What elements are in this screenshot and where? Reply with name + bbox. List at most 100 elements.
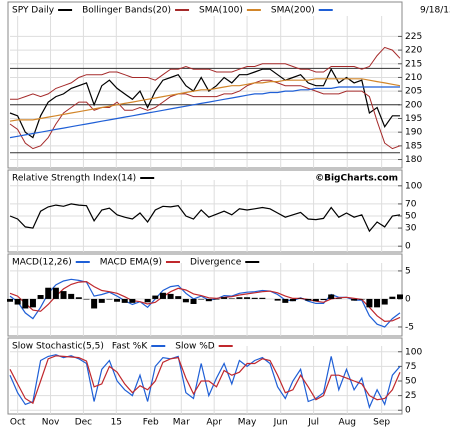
series-line: [9, 280, 401, 323]
divergence-bar: [366, 298, 373, 308]
divergence-bar: [389, 296, 396, 299]
x-tick-label: 15: [111, 418, 122, 428]
y-tick-label: 75: [405, 362, 416, 372]
divergence-bar: [52, 287, 59, 299]
legend-label: Relative Strength Index(14): [12, 174, 136, 184]
panel: [7, 169, 403, 253]
divergence-bar: [236, 297, 243, 299]
y-tick-label: 185: [405, 141, 422, 151]
divergence-bar: [221, 297, 228, 299]
divergence-bar: [320, 298, 327, 301]
legend-label: SPY Daily: [12, 6, 55, 16]
y-tick-label: 220: [405, 46, 422, 56]
series-line: [9, 86, 400, 139]
divergence-bar: [45, 287, 52, 299]
divergence-bar: [251, 297, 258, 299]
divergence-bar: [98, 298, 105, 303]
band-upper: [10, 46, 401, 100]
y-tick-label: 200: [405, 100, 422, 110]
divergence-bar: [198, 298, 205, 300]
y-tick-label: 100: [405, 347, 422, 357]
y-tick-label: 100: [405, 181, 422, 191]
x-tick-label: Oct: [10, 418, 26, 428]
legend-label: MACD EMA(9): [100, 258, 162, 268]
legend-label: Fast %K: [112, 342, 148, 352]
divergence-bar: [106, 298, 113, 300]
series-line: [9, 355, 401, 405]
y-tick-label: 50: [405, 212, 417, 222]
divergence-bar: [305, 298, 312, 301]
legend-label: MACD(12,26): [12, 258, 72, 268]
x-tick-label: Jun: [273, 418, 288, 428]
y-tick-label: 25: [405, 391, 416, 401]
divergence-bar: [213, 298, 220, 300]
chart-title: Slow Stochastic(5,5): [12, 342, 104, 352]
divergence-bar: [175, 296, 182, 299]
series-line: [9, 203, 401, 233]
divergence-bar: [60, 291, 67, 299]
divergence-bar: [397, 294, 403, 299]
y-tick-label: 70: [405, 199, 417, 209]
divergence-bar: [244, 297, 251, 299]
x-tick-label: Nov: [42, 418, 60, 428]
y-tick-label: 210: [405, 73, 422, 83]
legend-label: Divergence: [190, 258, 242, 268]
divergence-bar: [190, 298, 197, 304]
x-tick-label: Mar: [173, 418, 190, 428]
divergence-bar: [152, 295, 159, 299]
divergence-bar: [144, 298, 151, 303]
series-line: [9, 78, 401, 122]
y-tick-label: 195: [405, 114, 422, 124]
divergence-bar: [83, 298, 90, 300]
divergence-bar: [182, 298, 189, 303]
panel: [7, 337, 403, 415]
band-lower: [9, 79, 401, 150]
source-label: ©BigCharts.com: [315, 174, 398, 184]
y-tick-label: 180: [405, 155, 422, 165]
divergence-bar: [7, 298, 13, 302]
divergence-bar: [274, 298, 281, 301]
divergence-bar: [14, 298, 21, 305]
y-tick-label: 0: [405, 294, 411, 304]
divergence-bar: [351, 298, 358, 301]
divergence-bar: [297, 298, 304, 299]
legend-label: Bollinger Bands(20): [82, 6, 171, 16]
x-tick-label: Sep: [373, 418, 390, 428]
divergence-bar: [228, 298, 235, 299]
divergence-bar: [335, 298, 342, 299]
divergence-bar: [282, 298, 289, 303]
y-tick-label: 225: [405, 32, 422, 42]
divergence-bar: [91, 298, 98, 309]
x-tick-label: Apr: [206, 418, 222, 428]
divergence-bar: [205, 298, 212, 302]
y-tick-label: -5: [405, 322, 414, 332]
x-tick-label: Dec: [75, 418, 92, 428]
y-tick-label: 0: [405, 242, 411, 252]
y-tick-label: 215: [405, 59, 422, 69]
divergence-bar: [121, 298, 128, 303]
divergence-bar: [328, 294, 335, 299]
divergence-bar: [381, 298, 388, 305]
y-tick-label: 30: [405, 224, 417, 234]
legend-label: SMA(200): [271, 6, 315, 16]
divergence-bar: [159, 292, 166, 299]
x-tick-label: Aug: [338, 418, 356, 428]
x-tick-label: Feb: [143, 418, 159, 428]
divergence-bar: [167, 293, 174, 299]
divergence-bar: [289, 298, 296, 302]
legend-label: Slow %D: [175, 342, 214, 352]
y-tick-label: 0: [405, 406, 411, 416]
y-tick-label: 190: [405, 128, 422, 138]
y-tick-label: 50: [405, 377, 417, 387]
series-line: [9, 67, 400, 139]
y-tick-label: 5: [405, 266, 411, 276]
divergence-bar: [22, 298, 29, 309]
x-tick-label: May: [238, 418, 257, 428]
divergence-bar: [129, 298, 136, 303]
x-tick-label: Jul: [307, 418, 319, 428]
divergence-bar: [374, 298, 381, 308]
divergence-bar: [37, 295, 44, 299]
divergence-bar: [75, 297, 82, 299]
divergence-bar: [68, 293, 75, 299]
